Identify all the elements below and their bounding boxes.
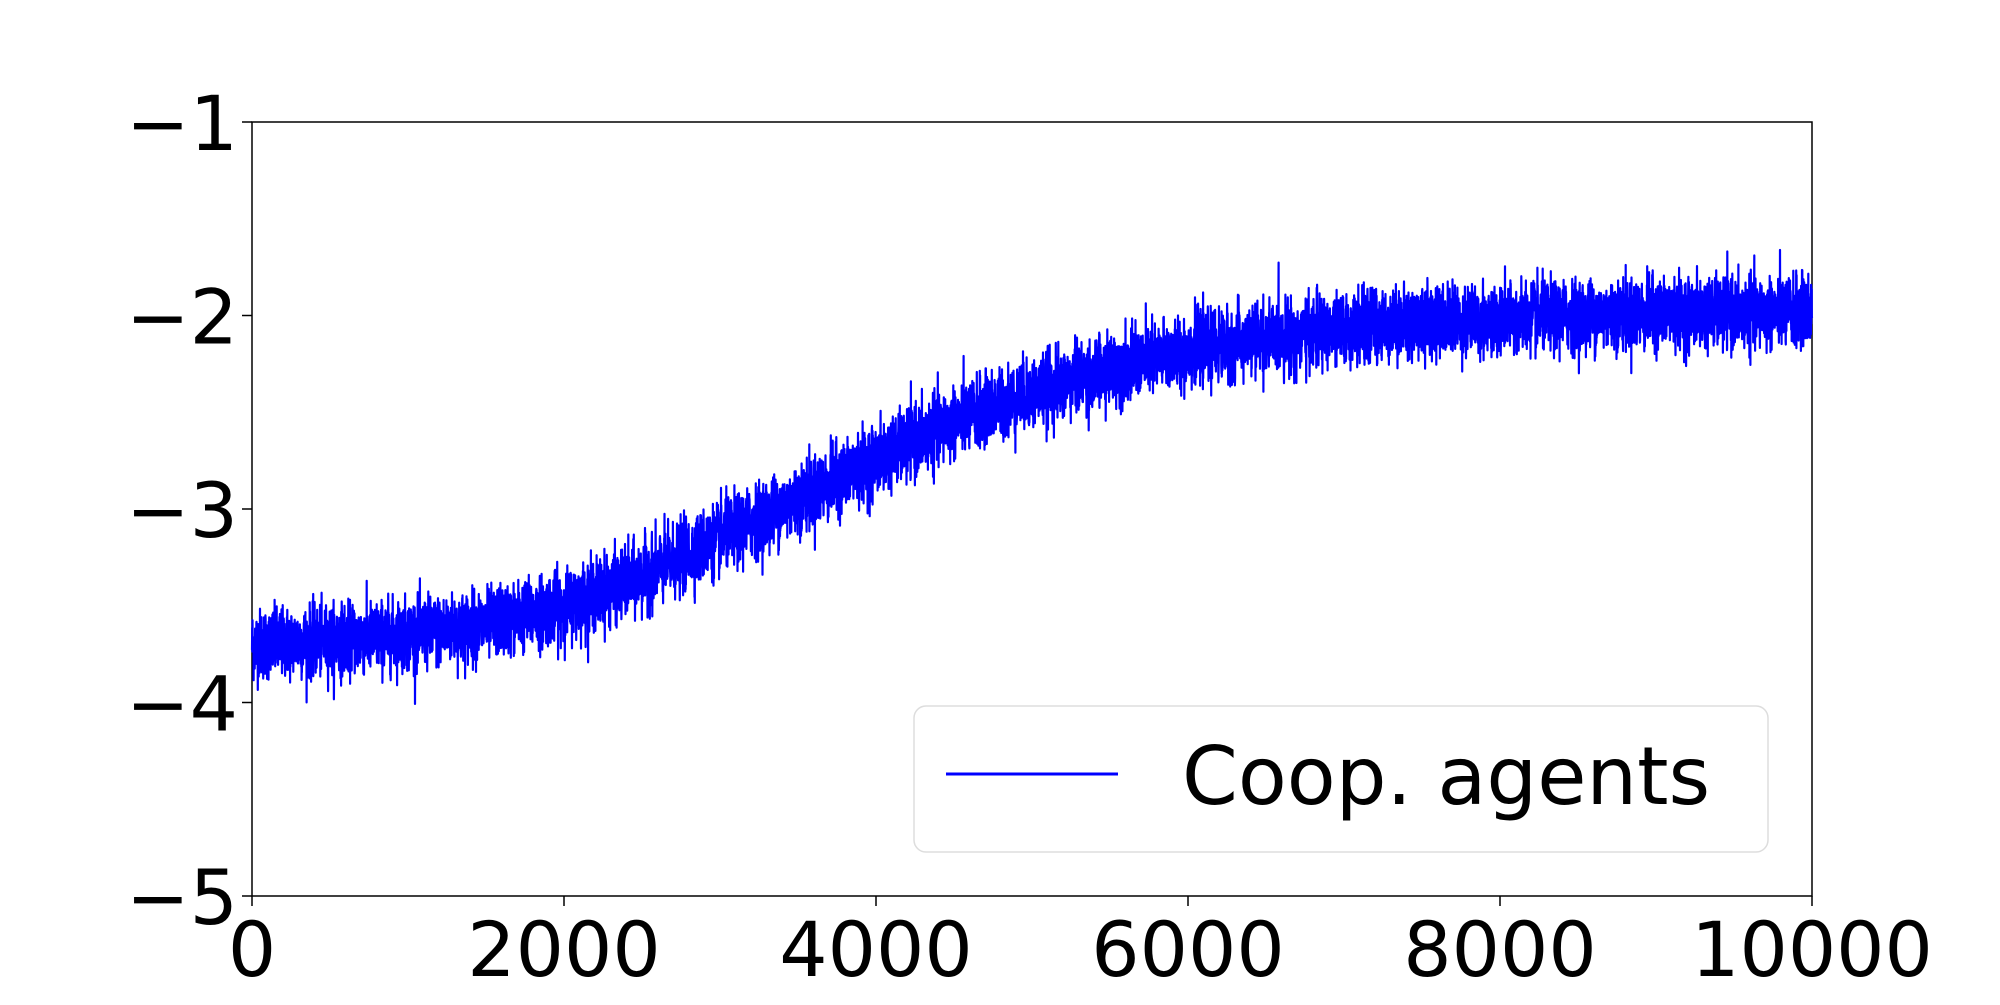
y-tick-label: −4 (126, 660, 238, 749)
series-layer (250, 248, 1814, 705)
legend: Coop. agents (913, 705, 1769, 853)
y-tick-label: −1 (126, 79, 238, 168)
x-tick-label: 4000 (779, 905, 972, 994)
y-tick-label: −2 (126, 273, 238, 362)
legend-box (913, 705, 1769, 853)
y-tick-label: −3 (126, 466, 238, 555)
x-tick-label: 2000 (467, 905, 660, 994)
x-tick-label: 6000 (1091, 905, 1284, 994)
x-axis: 0 2000 4000 6000 8000 10000 (228, 896, 1933, 994)
x-tick-label: 8000 (1403, 905, 1596, 994)
legend-label-coop-agents: Coop. agents (1182, 730, 1710, 823)
y-tick-label: −5 (126, 853, 238, 942)
x-tick-label: 0 (228, 905, 276, 994)
x-tick-label: 10000 (1691, 905, 1933, 994)
series-line-coop-agents (250, 248, 1814, 705)
y-axis: −1 −2 −3 −4 −5 (126, 79, 252, 942)
